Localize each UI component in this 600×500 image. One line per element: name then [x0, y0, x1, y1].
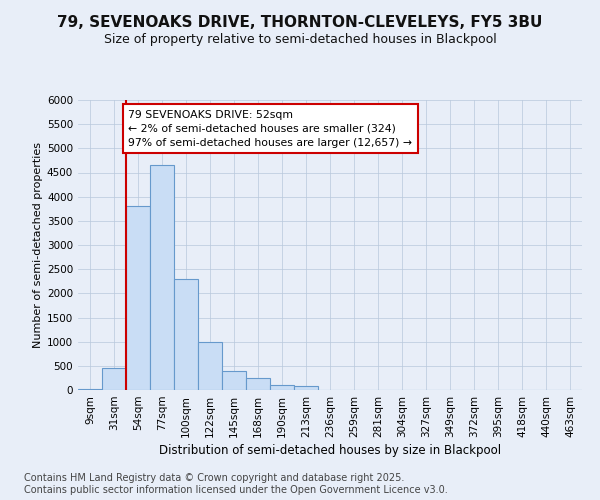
- Text: Contains HM Land Registry data © Crown copyright and database right 2025.
Contai: Contains HM Land Registry data © Crown c…: [24, 474, 448, 495]
- Bar: [126, 206, 150, 390]
- Bar: [294, 386, 318, 390]
- Bar: [150, 165, 174, 390]
- Text: 79, SEVENOAKS DRIVE, THORNTON-CLEVELEYS, FY5 3BU: 79, SEVENOAKS DRIVE, THORNTON-CLEVELEYS,…: [58, 15, 542, 30]
- Bar: [246, 378, 270, 390]
- Bar: [78, 389, 102, 390]
- Text: 79 SEVENOAKS DRIVE: 52sqm
← 2% of semi-detached houses are smaller (324)
97% of : 79 SEVENOAKS DRIVE: 52sqm ← 2% of semi-d…: [128, 110, 412, 148]
- Bar: [222, 370, 246, 390]
- Bar: [174, 279, 198, 390]
- Bar: [198, 342, 222, 390]
- Y-axis label: Number of semi-detached properties: Number of semi-detached properties: [33, 142, 43, 348]
- X-axis label: Distribution of semi-detached houses by size in Blackpool: Distribution of semi-detached houses by …: [159, 444, 501, 457]
- Text: Size of property relative to semi-detached houses in Blackpool: Size of property relative to semi-detach…: [104, 32, 496, 46]
- Bar: [270, 385, 294, 390]
- Bar: [102, 368, 126, 390]
